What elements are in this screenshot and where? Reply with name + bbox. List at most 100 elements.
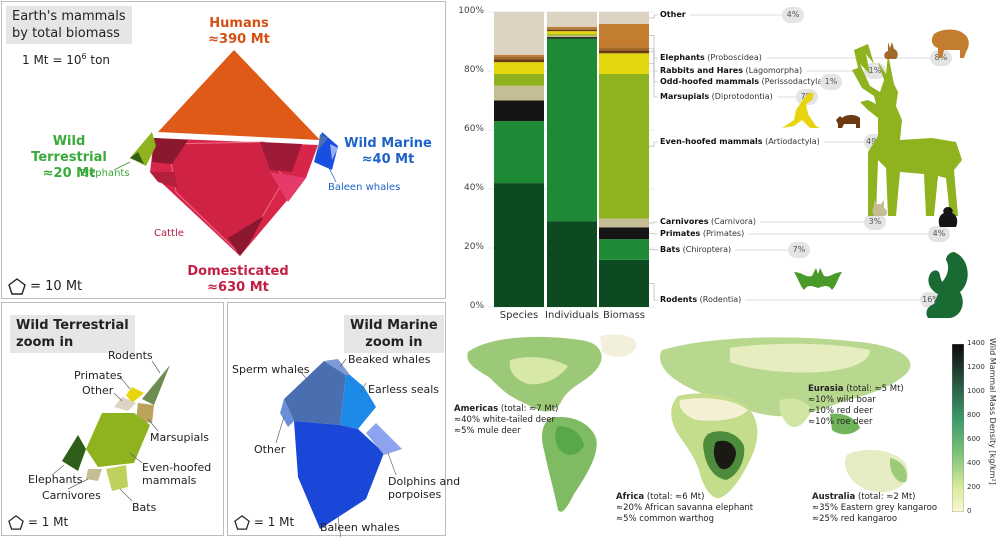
other-marine-region [280, 399, 294, 427]
main-title-line2: by total biomass [12, 26, 120, 41]
x-category-label: Biomass [602, 310, 646, 321]
leader-line [649, 221, 658, 224]
marine-cell [318, 134, 328, 150]
domesticated-cell [260, 142, 302, 172]
even-hoofed-label: Even-hoofed mammals [142, 461, 211, 487]
series-latin-name: (Proboscidea) [704, 53, 762, 62]
eurasia-line2: ≈10% red deer [808, 406, 873, 416]
other-marine-label: Other [254, 443, 286, 456]
africa-title: Africa [616, 492, 645, 502]
colorbar [952, 344, 964, 512]
other-marine-pointer [275, 416, 285, 444]
leader-line [649, 51, 658, 83]
series-row: Marsupials (Diprotodontia) [660, 92, 773, 101]
pentagon-icon [234, 515, 250, 530]
bats-region [106, 465, 128, 491]
series-name: Other [660, 10, 686, 19]
other-pointer [113, 392, 123, 402]
americas-title: Americas [454, 404, 499, 414]
eurasia-total: (total: ≈5 Mt) [843, 384, 904, 394]
leader-line [649, 232, 658, 235]
series-name: Carnivores [660, 217, 709, 226]
domesticated-value: ≈630 Mt [207, 280, 269, 295]
sahara-detail [679, 398, 748, 421]
series-name: Marsupials [660, 92, 710, 101]
sperm-whales-region [284, 361, 346, 425]
elephants-pointer [113, 161, 131, 171]
bar-segment-carnivores [599, 218, 649, 228]
bar-segment-rodents [599, 259, 649, 307]
bar-segment-rabbits-and-hares [599, 47, 649, 51]
carnivores-label: Carnivores [42, 489, 101, 502]
bar-segment-odd-hoofed-mammals [599, 50, 649, 54]
series-name: Rodents [660, 295, 698, 304]
series-name: Bats [660, 245, 681, 254]
series-latin-name: (Lagomorpha) [742, 66, 803, 75]
series-row: Elephants (Proboscidea) [660, 53, 762, 62]
series-latin-name: (Carnivora) [708, 217, 757, 226]
bar-segment-other [494, 12, 544, 55]
baleen-whales-label: Baleen whales [328, 182, 401, 193]
africa-line1: ≈20% African savanna elephant [616, 503, 754, 513]
africa-hotspot-dark [713, 440, 736, 470]
australia-note: Australia (total: ≈2 Mt) ≈35% Eastern gr… [812, 492, 937, 525]
eurasia-heading: Eurasia (total: ≈5 Mt) [808, 384, 904, 395]
series-latin-name: (Artiodactyla) [762, 137, 820, 146]
series-row: Rodents (Rodentia) [660, 295, 741, 304]
unit-note-tail: ton [86, 53, 111, 67]
marine-zoom-title-line2: zoom in [365, 335, 423, 350]
stacked-bar-chart: 0% 20% 40% 60% 80% 100% Species Individuals Bio… [450, 0, 1000, 330]
americas-line1: ≈40% white-tailed deer [454, 415, 555, 425]
bar-segment-even-hoofed-mammals [599, 73, 649, 219]
bar-segment-other [599, 12, 649, 24]
colorbar-tick-label: 1000 [967, 387, 985, 395]
bar-segment-other [547, 12, 597, 27]
series-percent-badge: 3% [864, 214, 886, 230]
elephants-zoom-pointer [51, 464, 65, 476]
carnivores-region [86, 469, 102, 481]
terrestrial-legend: = 1 Mt [8, 515, 68, 530]
gorilla-icon [938, 207, 958, 227]
series-row: Other [660, 10, 686, 19]
humans-label: Humans ≈390 Mt [194, 16, 284, 48]
colorbar-tick-label: 1200 [967, 363, 985, 371]
colorbar-tick-label: 800 [967, 411, 981, 419]
siberia-detail [730, 343, 870, 373]
series-row: Carnivores (Carnivora) [660, 217, 756, 226]
bar-segment-primates [547, 37, 597, 39]
even-hoofed-region [86, 413, 150, 467]
domesticated-cell [270, 172, 306, 202]
bar-segment-elephants [547, 26, 597, 29]
colorbar-tick-label: 0 [967, 507, 972, 515]
main-legend-text: = 10 Mt [30, 279, 83, 294]
bar-segment-marsupials [599, 53, 649, 74]
australia-line2: ≈25% red kangaroo [812, 514, 898, 524]
domesticated-cell [152, 138, 188, 164]
y-tick-label: 60% [463, 124, 484, 134]
eurasia-note: Eurasia (total: ≈5 Mt) ≈10% wild boar ≈1… [808, 384, 904, 428]
y-tick-label: 0% [469, 301, 484, 311]
wild-terrestrial-label: Wild Terrestrial ≈20 Mt [14, 134, 124, 182]
deer-icon [852, 44, 962, 216]
terrestrial-cell [130, 152, 144, 164]
wild-terrestrial-value: ≈20 Mt [42, 166, 96, 181]
elephant-icon [931, 29, 969, 58]
bar-segment-marsupials [494, 62, 544, 74]
marine-zoom-panel: Wild Marine zoom in Beaked whales Sperm … [227, 302, 460, 537]
marine-legend-text: = 1 Mt [253, 515, 295, 529]
leader-line [649, 249, 658, 251]
dolphins-pointer [387, 452, 397, 476]
world-map-panel: 0 200 400 600 800 1000 1200 1400 Wild Mammal Ma… [450, 330, 1000, 538]
north-america-detail [509, 357, 568, 385]
americas-total: (total: ≈7 Mt) [498, 404, 559, 414]
eurasia-line3: ≈10% roe deer [808, 417, 873, 427]
leader-line [649, 48, 658, 72]
series-row: Odd-hoofed mammals (Perissodactyla) [660, 77, 825, 86]
bar-segment-rodents [547, 221, 597, 307]
bar-segment-odd-hoofed-mammals [547, 29, 597, 32]
dolphins-region [366, 423, 402, 455]
leader-line [649, 283, 658, 301]
australia-heading: Australia (total: ≈2 Mt) [812, 492, 937, 503]
y-tick-label: 100% [458, 6, 484, 16]
even-hoofed-pointer [129, 452, 143, 464]
